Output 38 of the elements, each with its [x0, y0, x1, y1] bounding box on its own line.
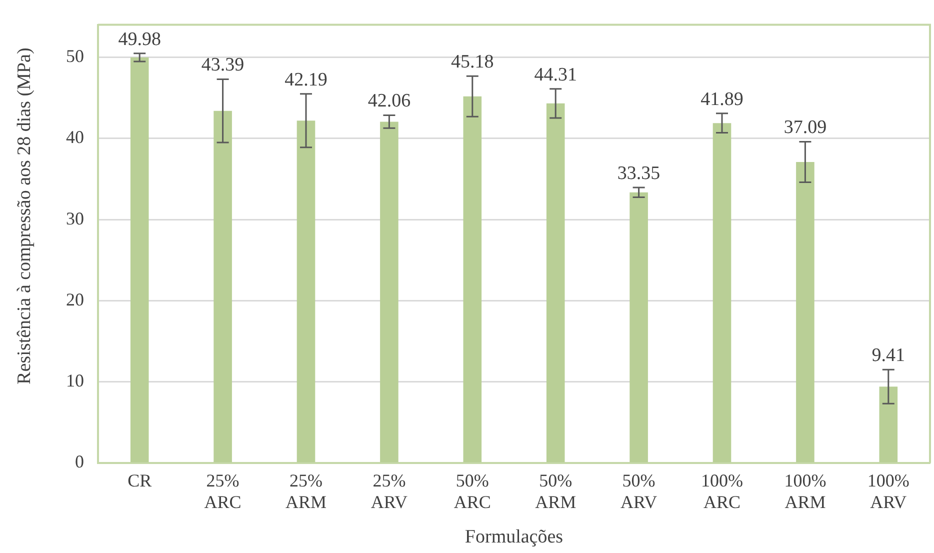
- data-label: 9.41: [872, 345, 906, 366]
- data-label: 44.31: [534, 64, 577, 86]
- x-tick-label: 25% ARM: [285, 470, 327, 512]
- data-label: 41.89: [700, 88, 744, 110]
- bar: [712, 123, 732, 462]
- bar: [296, 120, 316, 462]
- x-tick-label: 25% ARC: [204, 470, 242, 512]
- x-tick-label: CR: [128, 470, 152, 491]
- data-label: 42.06: [368, 90, 411, 112]
- bar: [546, 103, 565, 462]
- bar: [879, 386, 898, 462]
- y-tick-label: 10: [66, 370, 84, 391]
- x-tick-label: 25% ARV: [370, 470, 408, 512]
- x-tick-label: 100% ARM: [784, 470, 826, 512]
- bar: [796, 162, 814, 462]
- y-tick-label: 40: [66, 127, 84, 148]
- data-label: 43.39: [201, 54, 244, 76]
- bar: [130, 57, 149, 462]
- x-tick-label: 50% ARV: [620, 470, 658, 512]
- x-tick-label: 100% ARV: [867, 470, 910, 512]
- x-tick-label: 100% ARC: [701, 470, 743, 512]
- bar: [380, 122, 398, 462]
- bar: [214, 110, 232, 462]
- y-axis-title: Resistência à compressão aos 28 dias (MPa): [14, 46, 36, 386]
- y-tick-label: 50: [66, 46, 84, 66]
- y-tick-label: 20: [66, 289, 84, 310]
- x-tick-label: 50% ARC: [454, 470, 491, 512]
- y-tick-label: 0: [75, 452, 84, 472]
- bar: [463, 96, 482, 462]
- data-label: 49.98: [118, 28, 161, 50]
- bar: [630, 192, 648, 462]
- data-label: 37.09: [784, 117, 827, 138]
- x-tick-label: 50% ARM: [535, 470, 576, 512]
- data-label: 33.35: [617, 162, 660, 184]
- data-label: 42.19: [284, 69, 328, 90]
- x-axis-title: Formulações: [464, 526, 564, 548]
- y-tick-label: 30: [66, 208, 84, 228]
- data-label: 45.18: [451, 52, 494, 73]
